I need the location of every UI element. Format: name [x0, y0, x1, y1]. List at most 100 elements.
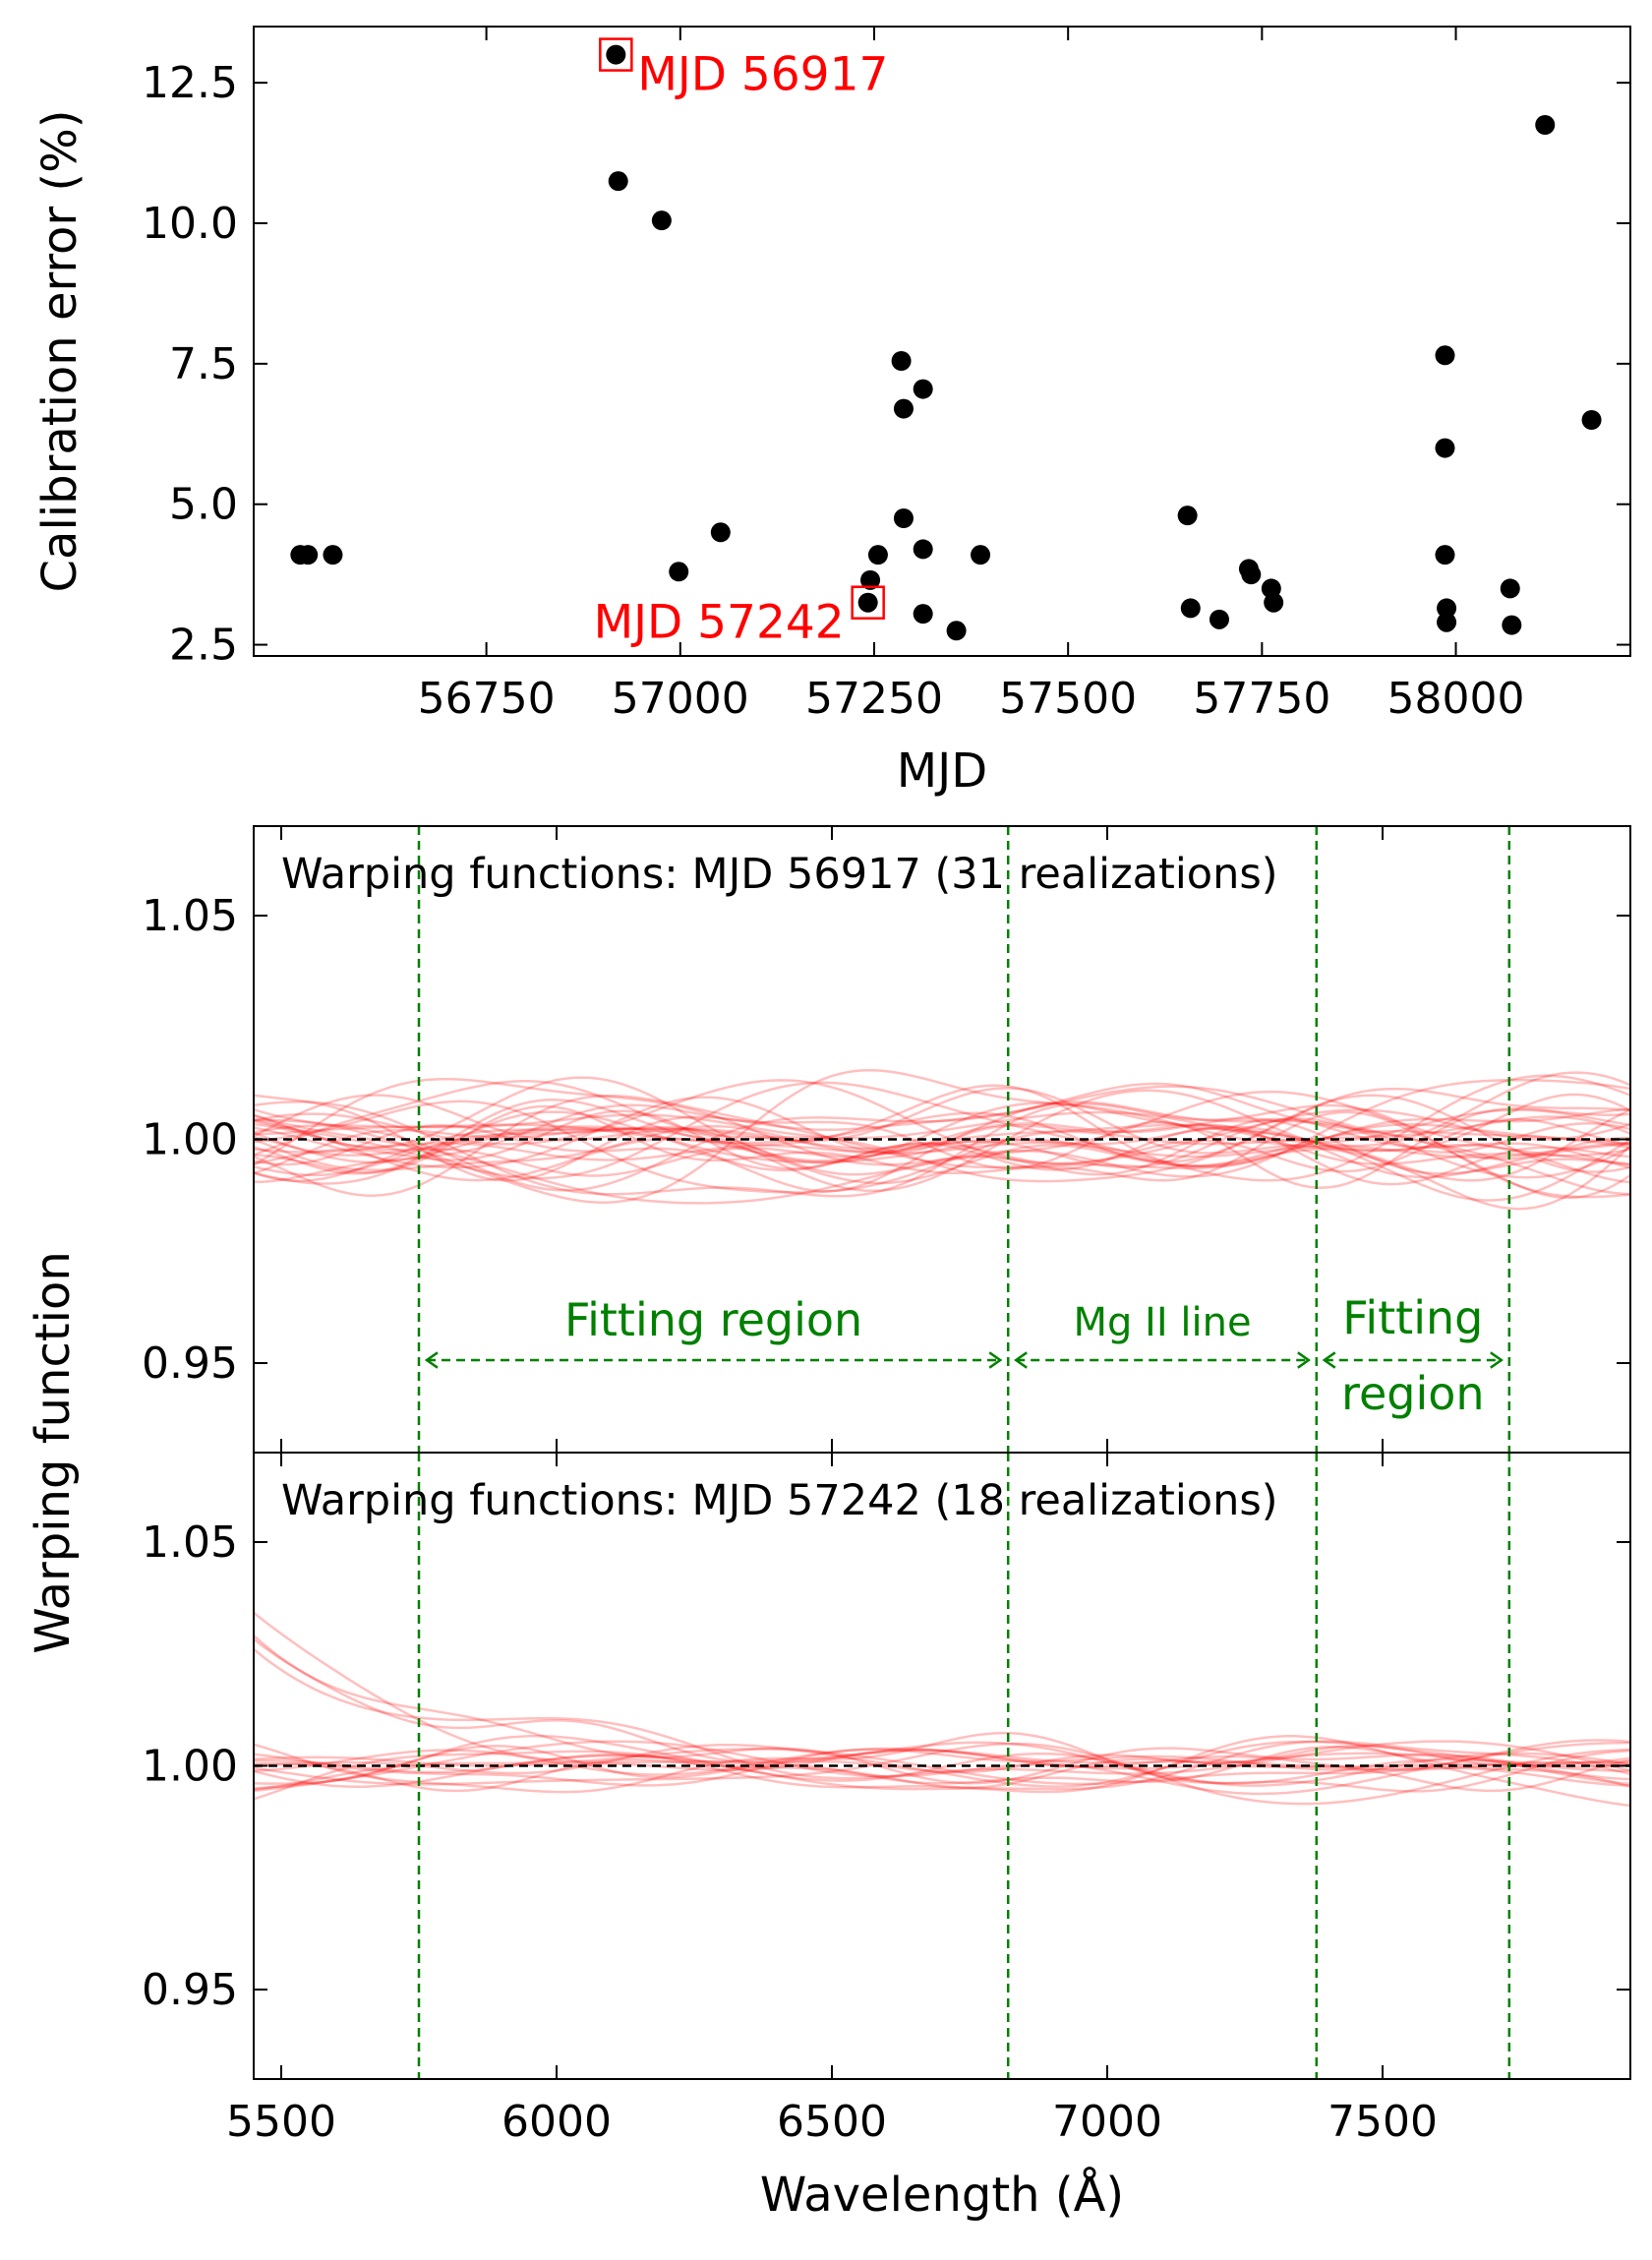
- warp-xtick-label: 6000: [502, 2097, 612, 2147]
- data-point: [323, 545, 343, 565]
- warping-realization-curve: [254, 1749, 1630, 1774]
- warp-xtick-label: 5500: [226, 2097, 336, 2147]
- top-ytick-label: 7.5: [169, 339, 238, 389]
- warping-realization-curve: [254, 1740, 1630, 1788]
- warp2-axes-frame: [253, 1452, 1631, 2080]
- warping-realization-curve: [254, 1085, 1630, 1196]
- warp-ytick-label: 0.95: [142, 1965, 238, 2015]
- data-point: [946, 621, 967, 641]
- top-xtick-label: 57750: [1193, 674, 1330, 724]
- warping-realization-curve: [254, 1094, 1630, 1173]
- data-point: [913, 604, 933, 624]
- data-point: [1535, 115, 1556, 135]
- warping-realization-curve: [254, 1104, 1630, 1182]
- warping-realization-curve: [254, 1090, 1630, 1205]
- warping-realization-curve: [254, 1744, 1630, 1793]
- warping-realization-curve: [254, 1109, 1630, 1171]
- warp-xtick-label: 7000: [1052, 2097, 1162, 2147]
- data-point: [298, 545, 319, 565]
- warping-realization-curve: [254, 1740, 1630, 1796]
- warping-realization-curve: [254, 1742, 1630, 1806]
- data-point: [606, 44, 626, 65]
- data-point: [1435, 545, 1455, 565]
- data-point: [1180, 598, 1201, 619]
- warping-realization-curve: [254, 1095, 1630, 1197]
- top-ytick-label: 2.5: [169, 621, 238, 671]
- data-point: [1435, 438, 1455, 458]
- data-point: [913, 379, 933, 399]
- warping-functions-panels: Warping functions: MJD 56917 (31 realiza…: [26, 825, 1631, 2223]
- region-label: Mg II line: [1073, 1300, 1251, 1345]
- arrow-head: [988, 1351, 1003, 1369]
- warping-realization-curve: [254, 1087, 1630, 1182]
- region-label: Fitting: [1342, 1291, 1483, 1344]
- highlight-label: MJD 57242: [594, 596, 845, 650]
- highlight-box: [599, 37, 633, 72]
- warping-realization-curve: [254, 1637, 1630, 1774]
- warping-realization-curve: [254, 1117, 1630, 1177]
- bottom-xlabel: Wavelength (Å): [760, 2167, 1124, 2223]
- top-xtick-label: 57250: [805, 674, 943, 724]
- warping-realization-curve: [254, 1122, 1630, 1185]
- warp-ytick-label: 0.95: [142, 1338, 238, 1389]
- data-point: [1581, 410, 1602, 430]
- warping-realization-curve: [254, 1611, 1630, 1785]
- top-axes-frame: [253, 26, 1631, 657]
- data-point: [857, 592, 878, 613]
- data-point: [1435, 345, 1455, 366]
- warping-realization-curve: [254, 1748, 1630, 1787]
- warping-realization-curve: [254, 1123, 1630, 1193]
- data-point: [891, 351, 912, 371]
- warping-realization-curve: [254, 1082, 1630, 1200]
- warping-realization-curve: [254, 1735, 1630, 1808]
- warping-realization-curve: [254, 1071, 1630, 1162]
- warping-realization-curve: [254, 1757, 1630, 1793]
- data-point: [1209, 609, 1229, 629]
- bottom-ylabel: Warping function: [26, 1251, 81, 1654]
- warping-realization-curve: [254, 1096, 1630, 1179]
- arrow-head: [1490, 1351, 1504, 1369]
- data-point: [893, 508, 914, 528]
- warping-realization-curve: [254, 1635, 1630, 1785]
- warp-xtick-label: 6500: [777, 2097, 887, 2147]
- data-point: [867, 545, 888, 565]
- highlight-label: MJD 56917: [637, 48, 888, 102]
- data-point: [1264, 592, 1284, 613]
- warp-xtick-label: 7500: [1328, 2097, 1438, 2147]
- highlight-box: [851, 585, 885, 620]
- top-ylabel: Calibration error (%): [32, 110, 88, 593]
- warping-realization-curve: [254, 1101, 1630, 1202]
- data-point: [860, 569, 881, 590]
- warping-realization-curve: [254, 1731, 1630, 1794]
- top-ytick-label: 10.0: [142, 199, 238, 249]
- warping-realization-curve: [254, 1739, 1630, 1791]
- warping-realization-curve: [254, 1647, 1630, 1780]
- data-point: [669, 562, 689, 582]
- warping-realization-curve: [254, 1089, 1630, 1193]
- data-point: [1502, 615, 1522, 635]
- data-point: [1241, 565, 1262, 585]
- arrow-head: [424, 1351, 439, 1369]
- data-point: [913, 539, 933, 560]
- top-xlabel: MJD: [897, 743, 988, 799]
- warping-realization-curve: [254, 1747, 1630, 1776]
- warping-realization-curve: [254, 1100, 1630, 1199]
- data-point: [1437, 612, 1457, 632]
- warping-realization-curve: [254, 1141, 1630, 1161]
- warping-realization-curve: [254, 1752, 1630, 1789]
- warp-ytick-label: 1.00: [142, 1742, 238, 1792]
- warping-realization-curve: [254, 1084, 1630, 1175]
- data-point: [651, 210, 672, 231]
- top-ytick-label: 12.5: [142, 58, 238, 108]
- data-point: [1500, 578, 1520, 599]
- calibration-error-panel: Calibration error (%) MJD 56750 57000 5725…: [32, 26, 1631, 799]
- data-point: [893, 398, 914, 419]
- top-xtick-label: 57500: [999, 674, 1137, 724]
- warping-realization-curve: [254, 1068, 1630, 1211]
- warp-ytick-label: 1.05: [142, 1517, 238, 1568]
- warp-ytick-label: 1.00: [142, 1115, 238, 1165]
- warping-realization-curve: [254, 1074, 1630, 1182]
- warp2-title: Warping functions: MJD 57242 (18 realiza…: [281, 1476, 1278, 1525]
- warping-realization-curve: [254, 1103, 1630, 1189]
